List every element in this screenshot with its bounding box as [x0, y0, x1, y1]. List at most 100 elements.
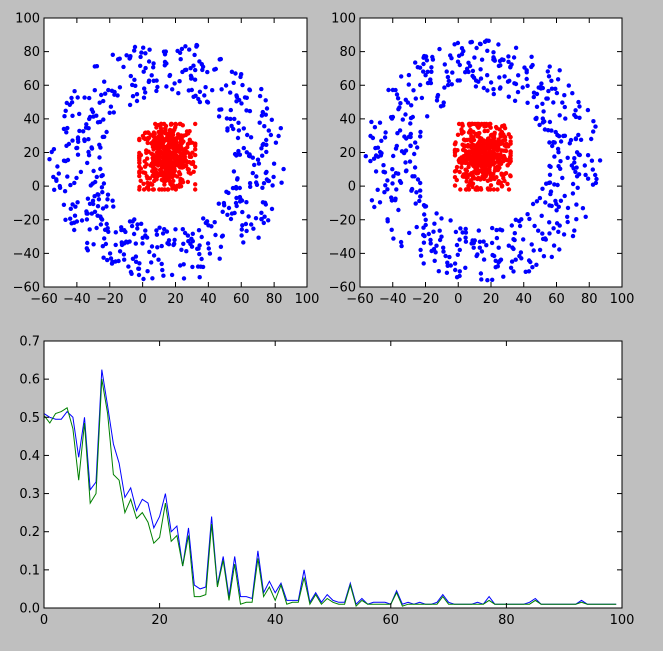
scatter-point — [415, 65, 420, 70]
scatter-point — [82, 137, 87, 142]
scatter-point — [165, 155, 170, 160]
scatter-point — [213, 66, 218, 72]
scatter-point — [536, 228, 541, 233]
scatter-point — [519, 217, 524, 222]
scatter-point — [461, 154, 466, 159]
scatter-point — [137, 136, 142, 142]
x-tick-label: 40 — [267, 613, 284, 628]
scatter-point — [455, 252, 460, 257]
scatter-point — [591, 119, 596, 124]
scatter-point — [518, 250, 524, 255]
scatter-point — [391, 236, 396, 241]
scatter-point — [166, 160, 171, 165]
scatter-point — [421, 261, 426, 266]
scatter-point — [101, 255, 106, 260]
scatter-point — [558, 139, 564, 144]
scatter-point — [406, 82, 411, 87]
scatter-point — [462, 138, 468, 143]
x-tick-label: 60 — [383, 613, 400, 628]
scatter-point — [457, 273, 462, 279]
scatter-point — [480, 167, 485, 172]
scatter-point — [490, 225, 495, 231]
scatter-point — [167, 165, 172, 170]
scatter-point — [593, 172, 598, 178]
scatter-point — [539, 213, 544, 218]
scatter-point — [558, 166, 563, 171]
scatter-point — [534, 199, 540, 204]
scatter-point — [488, 183, 494, 188]
scatter-point — [134, 92, 140, 97]
scatter-point — [250, 155, 255, 160]
scatter-point — [546, 74, 552, 79]
scatter-point — [435, 92, 441, 98]
scatter-point — [102, 134, 107, 139]
scatter-point — [557, 113, 562, 118]
y-tick-label: 0.2 — [19, 525, 40, 540]
scatter-point — [486, 187, 491, 192]
scatter-point — [203, 85, 208, 90]
scatter-point — [70, 113, 75, 119]
scatter-point — [72, 227, 77, 233]
scatter-point — [87, 95, 92, 101]
scatter-point — [405, 100, 411, 105]
scatter-point — [520, 85, 525, 90]
scatter-point — [99, 216, 104, 221]
scatter-point — [85, 240, 90, 246]
scatter-point — [426, 231, 431, 237]
scatter-point — [194, 44, 199, 49]
scatter-point — [549, 128, 554, 133]
scatter-point — [561, 133, 566, 139]
scatter-point — [142, 86, 147, 91]
scatter-point — [119, 225, 124, 230]
scatter-point — [137, 187, 142, 192]
scatter-point — [463, 239, 469, 244]
scatter-point — [271, 161, 277, 166]
scatter-point — [377, 120, 383, 125]
scatter-point — [103, 91, 108, 96]
scatter-point — [537, 247, 543, 253]
scatter-point — [276, 133, 281, 139]
scatter-point — [161, 273, 166, 278]
scatter-point — [390, 167, 395, 172]
scatter-point — [101, 181, 107, 186]
scatter-point — [521, 237, 526, 242]
scatter-point — [172, 241, 177, 246]
scatter-point — [478, 76, 484, 81]
x-tick-label: 80 — [581, 292, 598, 307]
scatter-point — [170, 132, 176, 137]
scatter-point — [54, 178, 59, 183]
scatter-point — [485, 48, 490, 53]
scatter-point — [513, 81, 519, 87]
scatter-point — [458, 226, 463, 231]
scatter-point — [484, 243, 489, 248]
scatter-point — [151, 61, 156, 66]
scatter-point — [70, 202, 75, 207]
x-tick-label: −60 — [30, 292, 57, 307]
scatter-point — [472, 121, 478, 127]
scatter-point — [455, 59, 461, 64]
scatter-point — [155, 245, 160, 250]
scatter-point — [562, 104, 567, 110]
scatter-point — [157, 225, 162, 230]
scatter-point — [537, 195, 543, 201]
scatter-point — [389, 198, 395, 203]
scatter-point — [268, 132, 274, 138]
scatter-point — [418, 134, 423, 139]
data-layer — [363, 38, 603, 283]
scatter-point — [590, 182, 596, 187]
scatter-point — [193, 141, 198, 146]
scatter-point — [570, 91, 575, 96]
scatter-point — [241, 145, 246, 151]
scatter-point — [558, 159, 563, 164]
scatter-point — [455, 40, 461, 46]
scatter-point — [237, 97, 242, 103]
scatter-point — [154, 228, 159, 233]
plot-frame — [43, 340, 623, 609]
scatter-point — [224, 116, 230, 121]
scatter-point — [371, 156, 377, 161]
scatter-point — [74, 175, 79, 181]
scatter-point — [540, 231, 545, 236]
scatter-point — [185, 179, 191, 185]
scatter-point — [565, 155, 570, 160]
scatter-point — [399, 243, 404, 249]
